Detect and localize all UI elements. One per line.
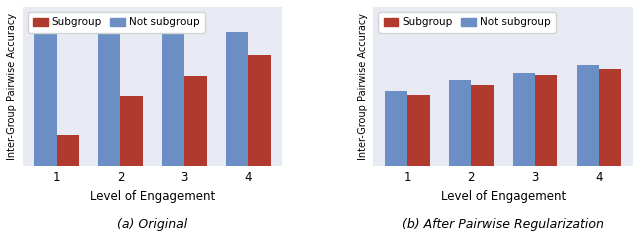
Bar [120,96,143,207]
Legend: Subgroup, Not subgroup: Subgroup, Not subgroup [28,12,205,33]
Bar [535,75,557,207]
Bar [184,76,207,207]
Bar [226,32,248,207]
Bar [57,135,79,207]
Bar [248,55,271,207]
Bar [98,24,120,207]
Text: (b) After Pairwise Regularization: (b) After Pairwise Regularization [402,218,604,231]
Y-axis label: Inter-Group Pairwise Accuracy: Inter-Group Pairwise Accuracy [7,13,17,160]
Y-axis label: Inter-Group Pairwise Accuracy: Inter-Group Pairwise Accuracy [358,13,368,160]
Bar [577,65,599,207]
Text: (a) Original: (a) Original [117,218,188,231]
Bar [35,28,57,207]
Legend: Subgroup, Not subgroup: Subgroup, Not subgroup [378,12,556,33]
Bar [162,29,184,207]
Bar [449,80,471,207]
Bar [385,91,408,207]
Bar [599,69,621,207]
X-axis label: Level of Engagement: Level of Engagement [440,190,566,203]
Bar [513,73,535,207]
Bar [471,85,493,207]
Bar [408,95,429,207]
X-axis label: Level of Engagement: Level of Engagement [90,190,215,203]
